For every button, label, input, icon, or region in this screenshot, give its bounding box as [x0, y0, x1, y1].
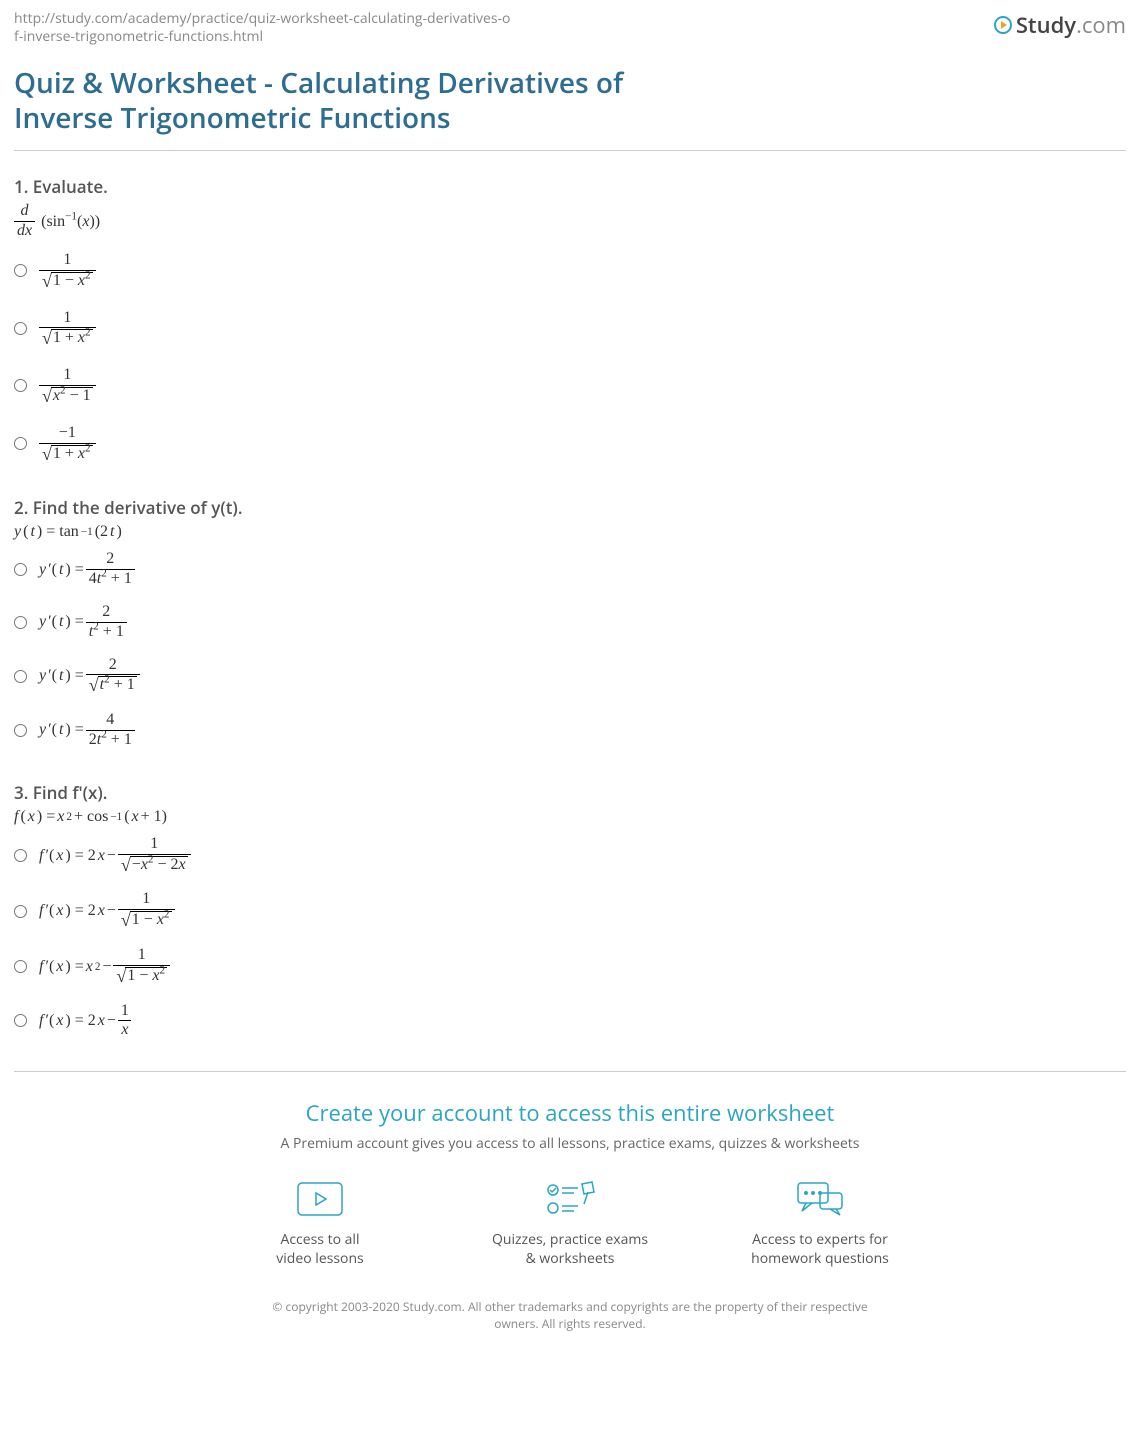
answer-option[interactable]: y′(t) = 2t2 + 1 — [14, 657, 1126, 697]
answer-option[interactable]: f′(x) = 2x − 1−x2 − 2x — [14, 836, 1126, 876]
answer-math: y′(t) = 42t2 + 1 — [39, 712, 135, 749]
question-stem: y(t) = tan−1(2t) — [14, 523, 1126, 541]
answer-math: 11 − x2 — [39, 250, 96, 292]
answer-math: f′(x) = 2x − 11 − x2 — [39, 891, 175, 931]
answer-radio[interactable] — [14, 563, 27, 576]
answer-option[interactable]: 11 + x2 — [14, 308, 1126, 350]
answer-math: y′(t) = 2t2 + 1 — [39, 604, 127, 641]
answer-radio[interactable] — [14, 724, 27, 737]
answer-radio[interactable] — [14, 905, 27, 918]
answer-option[interactable]: y′(t) = 24t2 + 1 — [14, 551, 1126, 588]
answer-math: 1x2 − 1 — [39, 365, 96, 407]
question: 3. Find f'(x). f(x) = x2 + cos−1(x + 1) f′… — [14, 781, 1126, 1039]
video-play-icon — [296, 1179, 344, 1219]
answer-radio[interactable] — [14, 616, 27, 629]
answer-math: −11 + x2 — [39, 423, 96, 465]
answer-radio[interactable] — [14, 437, 27, 450]
answer-math: f′(x) = 2x − 1x — [39, 1003, 132, 1040]
answer-option[interactable]: y′(t) = 2t2 + 1 — [14, 604, 1126, 641]
cta-title: Create your account to access this entir… — [14, 1098, 1126, 1128]
answer-radio[interactable] — [14, 670, 27, 683]
question-prompt: 1. Evaluate. — [14, 175, 1126, 198]
play-icon — [994, 16, 1012, 34]
question: 1. Evaluate. ddx (sin−1(x)) 11 − x2 11 + x2… — [14, 175, 1126, 464]
answer-option[interactable]: f′(x) = 2x − 11 − x2 — [14, 891, 1126, 931]
answer-math: 11 + x2 — [39, 308, 96, 350]
answer-math: y′(t) = 24t2 + 1 — [39, 551, 135, 588]
chat-expert-icon — [794, 1179, 846, 1219]
feature: Access to experts forhomework questions — [735, 1179, 905, 1269]
question-prompt: 3. Find f'(x). — [14, 781, 1126, 804]
answer-option[interactable]: f′(x) = x2 − 11 − x2 — [14, 947, 1126, 987]
page-title: Quiz & Worksheet - Calculating Derivativ… — [14, 66, 654, 136]
question: 2. Find the derivative of y(t). y(t) = ta… — [14, 496, 1126, 748]
page-url: http://study.com/academy/practice/quiz-w… — [14, 10, 514, 46]
feature-label: Access to experts forhomework questions — [751, 1231, 889, 1269]
answer-radio[interactable] — [14, 960, 27, 973]
answer-radio[interactable] — [14, 322, 27, 335]
feature: Quizzes, practice exams& worksheets — [485, 1179, 655, 1269]
answer-option[interactable]: 11 − x2 — [14, 250, 1126, 292]
cta-subtitle: A Premium account gives you access to al… — [14, 1134, 1126, 1153]
answer-math: f′(x) = x2 − 11 − x2 — [39, 947, 170, 987]
question-stem: f(x) = x2 + cos−1(x + 1) — [14, 808, 1126, 826]
feature-label: Quizzes, practice exams& worksheets — [492, 1231, 648, 1269]
answer-math: f′(x) = 2x − 1−x2 − 2x — [39, 836, 191, 876]
copyright: © copyright 2003-2020 Study.com. All oth… — [260, 1299, 880, 1333]
question-stem: ddx (sin−1(x)) — [14, 202, 1126, 240]
feature: Access to allvideo lessons — [235, 1179, 405, 1269]
answer-radio[interactable] — [14, 1014, 27, 1027]
answer-option[interactable]: −11 + x2 — [14, 423, 1126, 465]
answer-option[interactable]: f′(x) = 2x − 1x — [14, 1003, 1126, 1040]
quiz-check-icon — [544, 1179, 596, 1219]
brand-logo: Study.com — [994, 10, 1126, 40]
divider — [14, 150, 1126, 151]
answer-radio[interactable] — [14, 264, 27, 277]
answer-radio[interactable] — [14, 849, 27, 862]
question-prompt: 2. Find the derivative of y(t). — [14, 496, 1126, 519]
answer-option[interactable]: y′(t) = 42t2 + 1 — [14, 712, 1126, 749]
answer-option[interactable]: 1x2 − 1 — [14, 365, 1126, 407]
feature-label: Access to allvideo lessons — [276, 1231, 363, 1269]
answer-radio[interactable] — [14, 379, 27, 392]
answer-math: y′(t) = 2t2 + 1 — [39, 657, 140, 697]
